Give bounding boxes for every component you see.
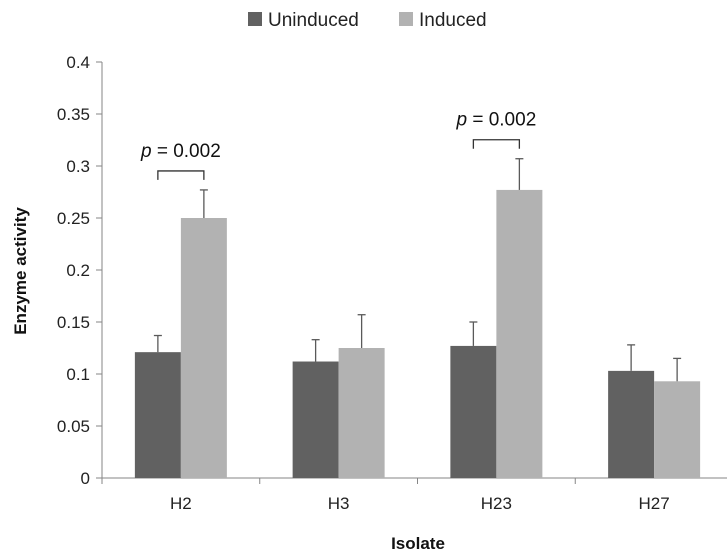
y-axis-title: Enzyme activity	[11, 207, 30, 335]
significance-label-h23: p = 0.002	[455, 110, 536, 131]
bars	[134, 189, 701, 479]
bar-induced-h27	[654, 381, 701, 478]
x-tick-label-h23: H23	[481, 494, 512, 513]
legend-label-uninduced: Uninduced	[268, 10, 359, 31]
y-tick-label: 0.05	[57, 417, 90, 436]
y-tick-label: 0.2	[66, 261, 90, 280]
y-tick-label: 0.15	[57, 313, 90, 332]
y-tick-label: 0.35	[57, 105, 90, 124]
bar-uninduced-h2	[134, 352, 181, 478]
bar-uninduced-h3	[292, 361, 339, 478]
legend: Uninduced Induced	[248, 10, 487, 31]
bar-induced-h23	[496, 189, 543, 479]
y-tick-label: 0.1	[66, 365, 90, 384]
legend-swatch-uninduced	[248, 12, 262, 26]
bar-induced-h3	[338, 348, 385, 478]
significance-p-symbol: p	[140, 141, 152, 162]
x-ticks: H2 H3 H23 H27	[101, 478, 670, 513]
y-tick-label: 0	[81, 469, 90, 488]
significance-p-symbol: p	[455, 110, 467, 131]
significance-p-value: = 0.002	[467, 110, 536, 131]
x-tick-label-h27: H27	[639, 494, 670, 513]
y-tick-label: 0.3	[66, 157, 90, 176]
significance-bracket-h2	[157, 170, 205, 180]
bar-uninduced-h23	[450, 345, 497, 478]
bar-induced-h2	[180, 218, 227, 478]
bar-uninduced-h27	[608, 370, 655, 478]
y-tick-label: 0.25	[57, 209, 90, 228]
y-tick-label: 0.4	[66, 53, 90, 72]
x-tick-label-h2: H2	[170, 494, 192, 513]
significance-bracket-h23	[472, 139, 521, 149]
legend-swatch-induced	[399, 12, 413, 26]
legend-label-induced: Induced	[419, 10, 487, 31]
y-ticks: 0 0.05 0.1 0.15 0.2 0.25 0.3 0.35 0.4	[57, 53, 102, 488]
x-axis-title: Isolate	[391, 534, 445, 553]
significance-p-value: = 0.002	[152, 141, 221, 162]
error-bars	[153, 158, 682, 382]
significance-label-h2: p = 0.002	[140, 141, 221, 162]
x-tick-label-h3: H3	[328, 494, 350, 513]
